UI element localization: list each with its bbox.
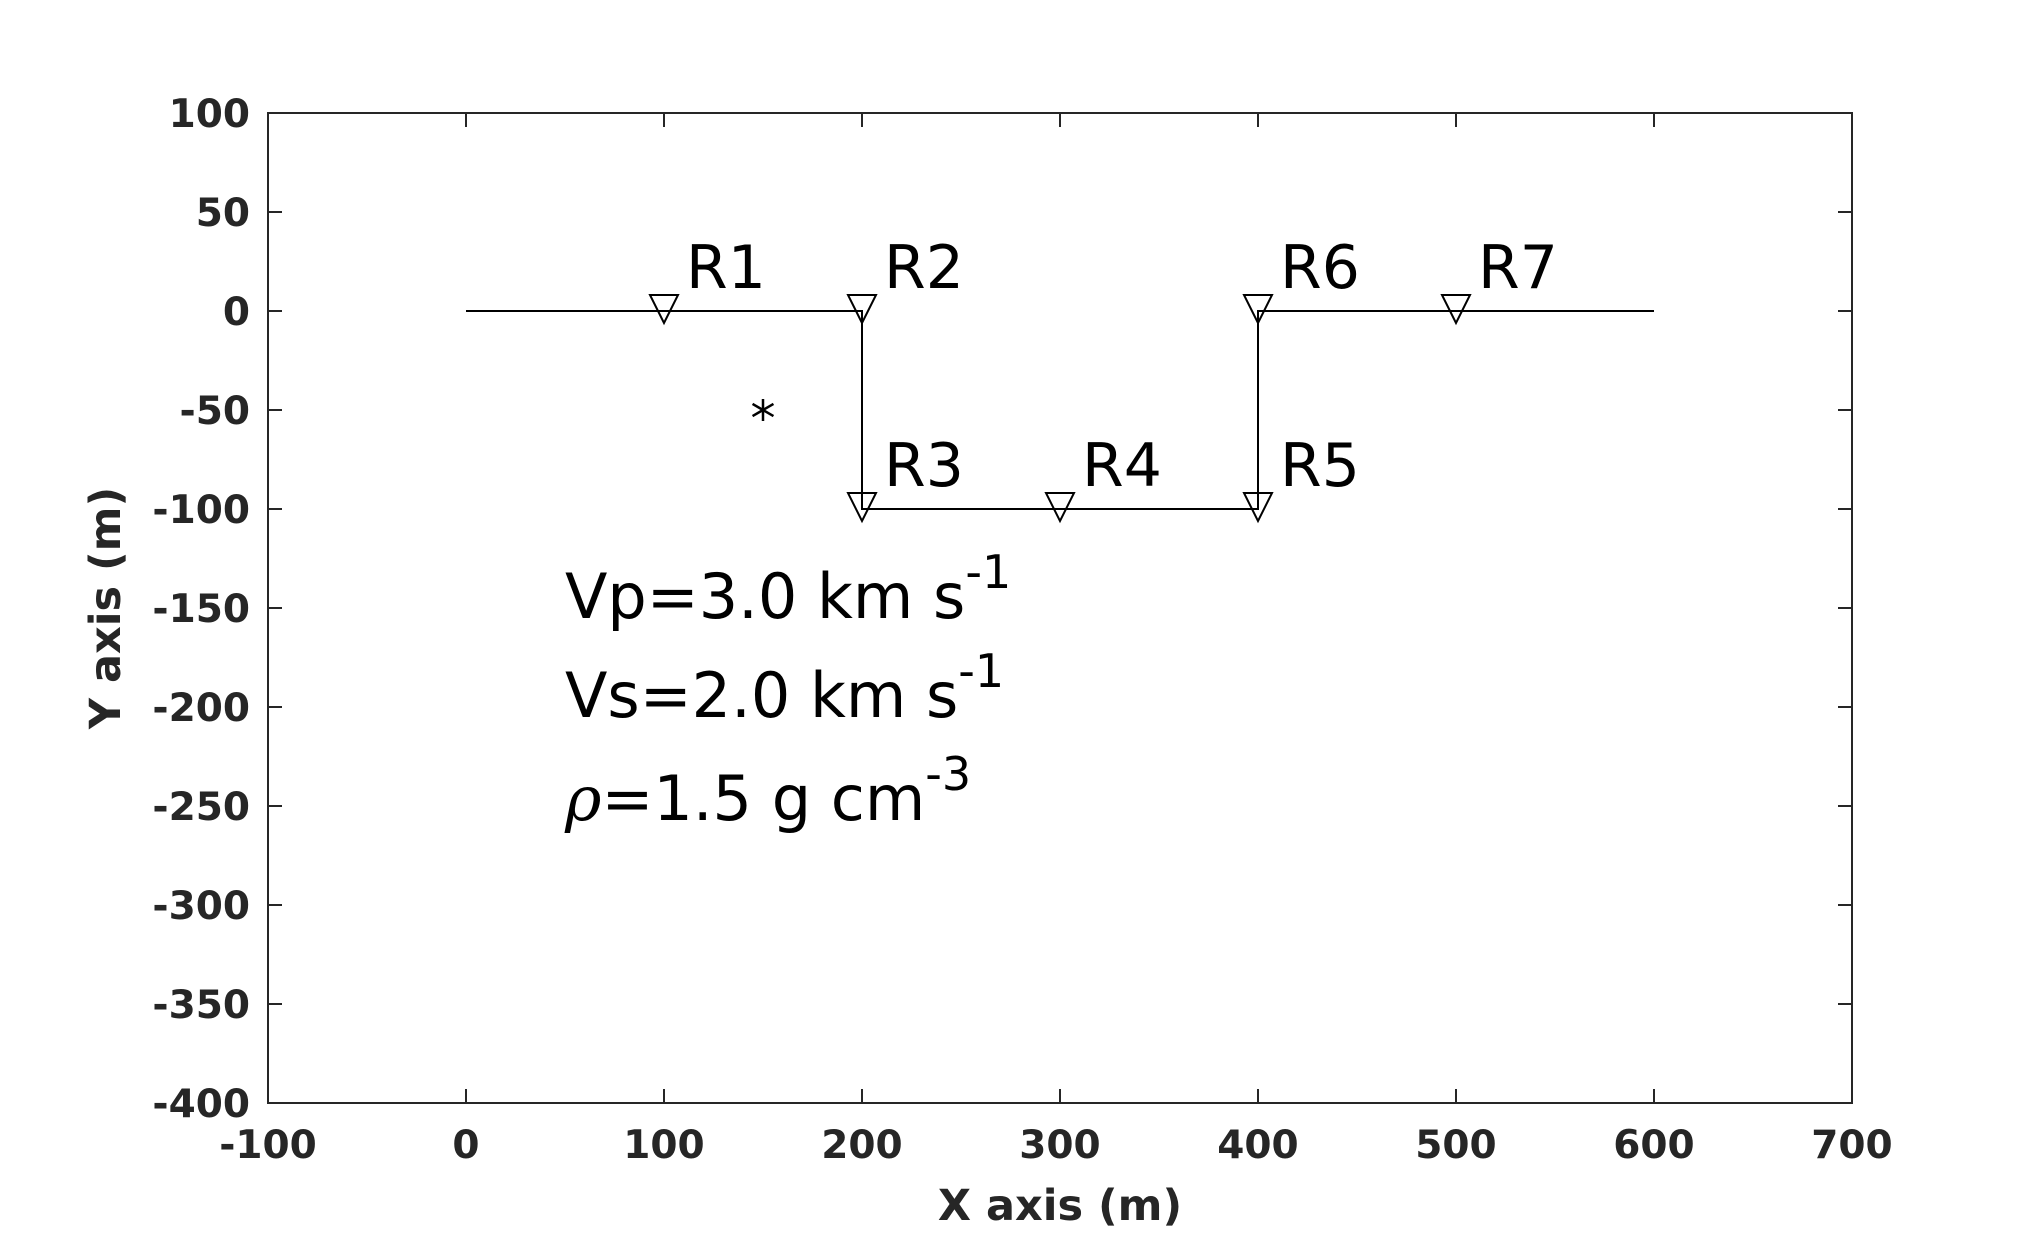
surface-line [466,310,1654,510]
receiver-label: R1 [686,233,766,303]
y-tick-label: 0 [223,290,250,335]
receiver-label: R6 [1280,233,1360,303]
x-tick-label: 300 [1019,1123,1100,1168]
annotation-superscript: -3 [925,747,971,801]
y-tick-label: -200 [152,686,250,731]
receiver-marker [1242,492,1274,524]
y-tick-label: -50 [180,389,250,434]
x-tick-label: 200 [821,1123,902,1168]
annotation-text: =1.5 g cm [601,762,925,835]
annotation-superscript: -1 [965,545,1011,599]
y-tick-label: -300 [152,884,250,929]
x-axis-label: X axis (m) [938,1181,1182,1231]
receiver-marker [1044,492,1076,524]
y-tick-label: -250 [152,785,250,830]
annotation-text: Vp=3.0 km s [565,560,965,633]
ticks: -100 0 100 200 300 400 500 600 700-400-350-300-2… [152,92,1892,1168]
receivers-layer: R1 R2 R3 R4 R5 R6 R7 [648,233,1558,524]
y-axis-label: Y axis (m) [81,487,131,730]
surface-layer [466,310,1654,510]
source-marker [751,399,775,421]
y-tick-label: -400 [152,1082,250,1127]
x-tick-label: 0 [452,1123,479,1168]
x-tick-label: 100 [623,1123,704,1168]
material-annotation: Vs=2.0 km s-1 [565,644,1004,732]
axes-box [267,112,1853,1104]
material-annotation: Vp=3.0 km s-1 [565,545,1011,633]
annotation-superscript: -1 [958,644,1004,698]
receiver-label: R7 [1478,233,1558,303]
y-tick-label: -100 [152,488,250,533]
receiver-label: R2 [884,233,964,303]
x-tick-label: 600 [1613,1123,1694,1168]
y-tick-label: -150 [152,587,250,632]
annotations-layer: Vp=3.0 km s-1Vs=2.0 km s-1ρ=1.5 g cm-3 [564,545,1011,835]
annotation-text: Vs=2.0 km s [565,659,958,732]
receiver-marker [846,492,878,524]
y-tick-label: 50 [196,191,250,236]
y-tick-label: -350 [152,983,250,1028]
source-layer [751,399,775,421]
material-annotation: ρ=1.5 g cm-3 [564,747,971,835]
x-tick-label: 700 [1811,1123,1892,1168]
receiver-marker [1242,294,1274,326]
receiver-marker [846,294,878,326]
receiver-marker [1440,294,1472,326]
receiver-label: R4 [1082,431,1162,501]
y-tick-label: 100 [169,92,250,137]
receiver-label: R3 [884,431,964,501]
x-tick-label: -100 [219,1123,317,1168]
receiver-label: R5 [1280,431,1360,501]
x-tick-label: 500 [1415,1123,1496,1168]
x-tick-label: 400 [1217,1123,1298,1168]
receiver-marker [648,294,680,326]
annotation-symbol: ρ [564,762,601,835]
